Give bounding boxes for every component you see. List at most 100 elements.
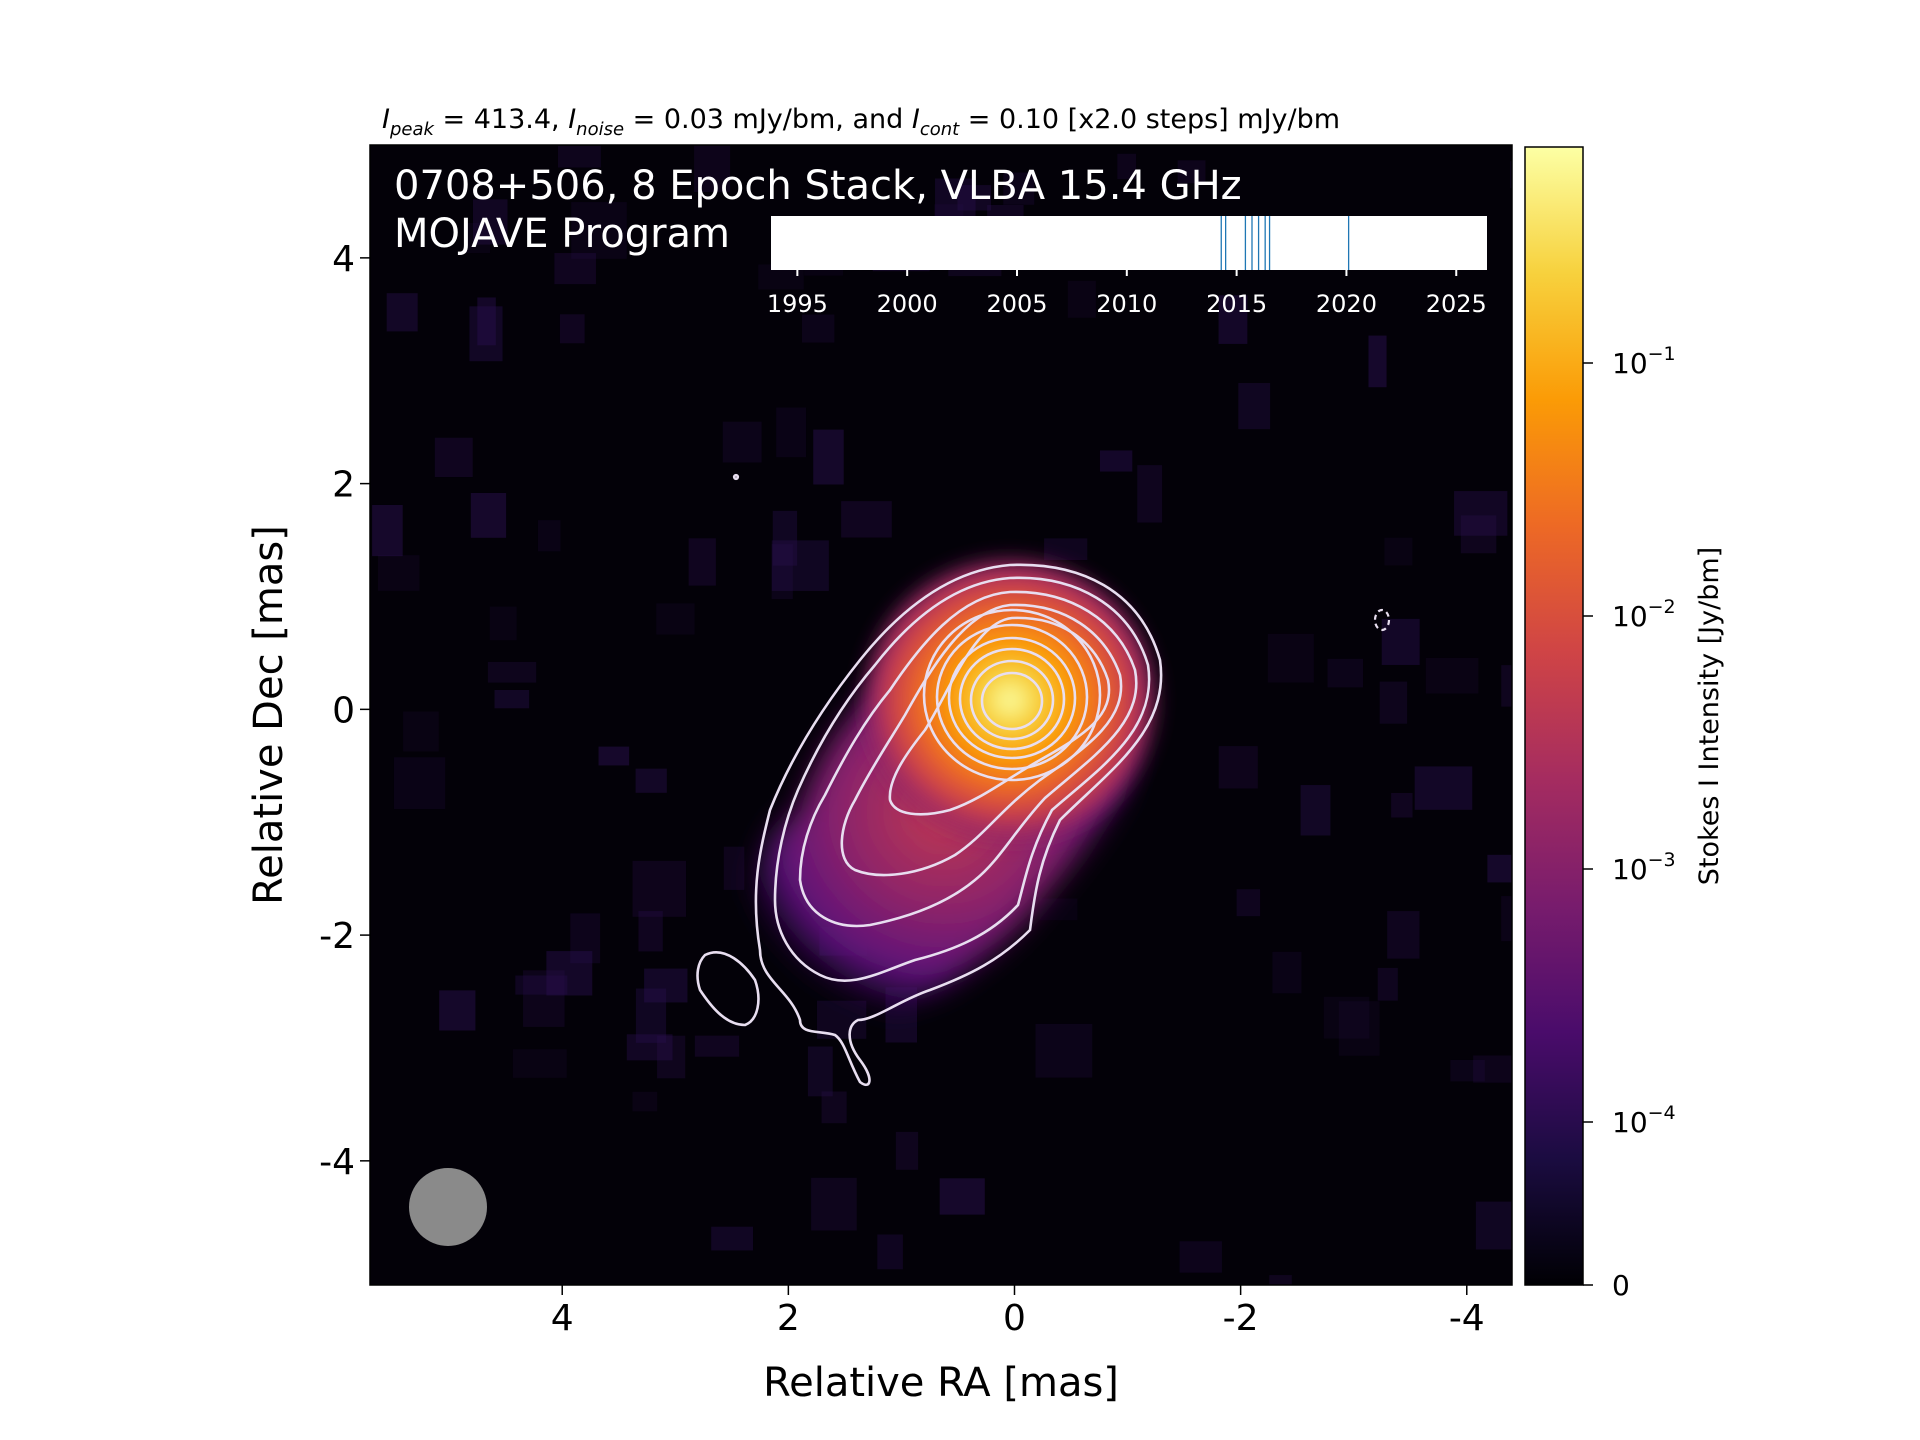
noise-patch [1510, 161, 1512, 189]
noise-patch [1338, 1001, 1380, 1056]
noise-patch [1035, 1023, 1093, 1078]
y-tick-label: 2 [332, 465, 355, 506]
cont-label: I [912, 104, 920, 135]
peak-sub: peak [389, 119, 436, 140]
noise-patch [1236, 889, 1261, 917]
noise-patch [386, 293, 418, 332]
contour-level-11 [980, 671, 1044, 731]
epoch-lines [1220, 216, 1350, 270]
colorbar-label: Stokes I Intensity [Jy/bm] [1694, 547, 1725, 885]
x-axis-label: Relative RA [mas] [763, 1360, 1119, 1406]
noise-patch [939, 1178, 985, 1215]
noise-patch [469, 306, 503, 362]
y-tick-label: 4 [332, 239, 355, 280]
noise-patch [1391, 792, 1413, 818]
noise-patch [470, 492, 507, 538]
cont-sub: cont [920, 119, 960, 140]
noise-patch [1099, 450, 1133, 472]
noise-patch [1269, 1275, 1292, 1285]
colorbar-ticks: 10−1 10−2 10−3 10−4 0 [1583, 343, 1676, 1302]
noise-patch [1473, 1055, 1512, 1083]
noise-patch [1218, 295, 1248, 344]
noise-patch [512, 1049, 567, 1078]
colorbar-tick-label: 0 [1612, 1269, 1630, 1302]
contour-level-8 [947, 636, 1077, 760]
noise-label: I [568, 104, 576, 135]
timeline-axis: 1995 2000 2005 2010 2015 2020 2025 [767, 270, 1487, 318]
colorbar-tick-label: 10−3 [1612, 849, 1676, 886]
noise-patch [722, 421, 762, 463]
noise-sub: noise [576, 119, 624, 140]
colorbar-tick-label: 10−4 [1612, 1102, 1676, 1139]
y-tick-label: -2 [319, 916, 355, 957]
noise-patch [1179, 1241, 1222, 1273]
noise-patch [1137, 465, 1163, 523]
x-tick-label: 0 [1003, 1298, 1026, 1339]
noise-patch [1381, 618, 1420, 665]
noise-patch [821, 1091, 847, 1124]
x-tick-label: 4 [551, 1298, 574, 1339]
noise-patch [776, 407, 807, 458]
peak-label: I [382, 104, 390, 135]
intensity-map: 0708+506, 8 Epoch Stack, VLBA 15.4 GHz M… [369, 144, 1513, 1286]
noise-patch [711, 1226, 754, 1251]
colorbar: 10−1 10−2 10−3 10−4 0 Stokes I Intensity [Jy… [1524, 146, 1725, 1302]
contour-island [696, 951, 760, 1027]
y-tick-label: -4 [319, 1142, 355, 1183]
noise-patch [895, 1131, 919, 1170]
core-emission [855, 550, 1165, 850]
noise-patch [477, 297, 496, 346]
noise-patch [1267, 633, 1314, 683]
noise-patch [632, 860, 687, 917]
noise-patch [771, 540, 829, 591]
colorbar-tick-label: 10−2 [1612, 596, 1676, 633]
noise-patch [1039, 898, 1078, 921]
noise-patch [1003, 172, 1035, 205]
noise-patch [570, 913, 601, 964]
noise-patch [523, 970, 565, 1027]
noise-patch [644, 968, 688, 1003]
noise-patch [801, 314, 835, 343]
noise-patch [403, 711, 439, 752]
noise-patch [1272, 951, 1302, 994]
noise-patch [813, 429, 844, 485]
noise-patch [559, 314, 585, 344]
contour-set [696, 473, 1391, 1087]
noise-patch [811, 1177, 857, 1231]
contour-speck [732, 473, 740, 481]
noise-patch [1044, 538, 1088, 561]
noise-patch [489, 606, 517, 641]
noise-patch [571, 202, 627, 259]
y-axis: 4 2 0 -2 -4 [319, 239, 370, 1183]
noise-patch [1177, 160, 1206, 184]
beam-ellipse [409, 1168, 487, 1246]
noise-patch [1117, 153, 1137, 180]
noise-patch [515, 975, 568, 995]
noise-patch [694, 145, 731, 193]
noise-patch [487, 661, 537, 683]
epoch-timeline: 1995 2000 2005 2010 2015 2020 2025 [767, 216, 1487, 318]
noise-patch [439, 990, 476, 1031]
contour-level-6 [922, 608, 1102, 782]
noise-patch [723, 846, 745, 890]
noise-patch [841, 501, 892, 538]
x-axis: 4 2 0 -2 -4 [551, 1285, 1485, 1339]
noise-patch [1387, 911, 1420, 959]
noise-patch [557, 146, 601, 168]
noise-patch [635, 768, 667, 793]
contour-level-1 [754, 563, 1163, 1087]
y-tick-label: 0 [332, 690, 355, 731]
noise-patch [372, 504, 403, 557]
timeline-tick-label: 1995 [767, 290, 828, 318]
noise-patch [656, 603, 695, 635]
contour-level-3 [798, 590, 1138, 928]
panel-title-line2: MOJAVE Program [394, 211, 730, 257]
noise-patch [464, 222, 491, 254]
noise-patch [1454, 491, 1508, 536]
noise-patch [1450, 1059, 1485, 1082]
noise-patch [393, 757, 446, 810]
noise-patch [546, 951, 593, 996]
noise-patch [1425, 657, 1479, 694]
x-tick-label: -2 [1223, 1298, 1259, 1339]
